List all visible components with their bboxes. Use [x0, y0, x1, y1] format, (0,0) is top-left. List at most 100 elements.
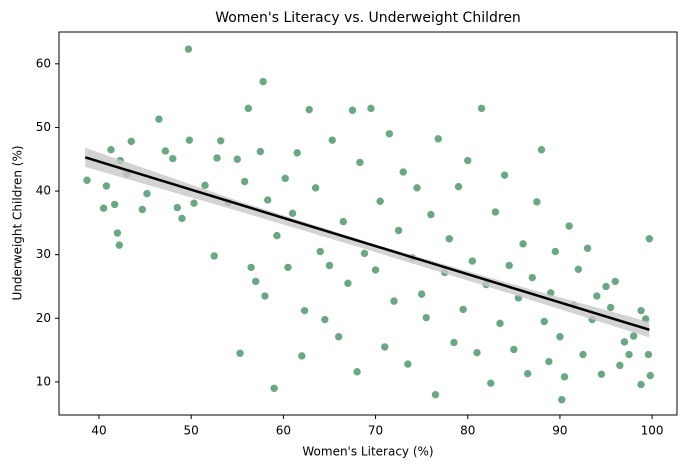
data-point [260, 291, 270, 301]
data-point [244, 104, 253, 113]
data-point [106, 145, 116, 154]
data-point [113, 228, 122, 238]
data-point [315, 247, 325, 256]
data-point [297, 351, 307, 361]
data-point [300, 306, 309, 315]
data-point [114, 240, 124, 250]
data-point [477, 104, 486, 113]
data-point [99, 203, 108, 213]
data-point [592, 291, 602, 301]
data-point [645, 234, 654, 244]
data-point [433, 134, 443, 144]
data-point [583, 244, 592, 253]
data-point [509, 345, 519, 354]
data-point [375, 196, 385, 206]
data-point [445, 234, 454, 244]
data-point [532, 197, 542, 207]
data-point [389, 296, 399, 306]
data-point [500, 170, 509, 180]
data-point [327, 135, 337, 145]
data-point [232, 154, 242, 164]
data-point [431, 390, 440, 399]
data-point [645, 371, 655, 380]
data-point [468, 256, 477, 266]
data-point [177, 214, 187, 223]
data-point [343, 279, 353, 288]
data-point [578, 350, 588, 359]
data-point [168, 154, 178, 163]
data-point [251, 277, 261, 286]
data-point [110, 200, 119, 209]
data-point [380, 342, 390, 352]
plot-frame [58, 31, 678, 416]
data-point [338, 217, 348, 226]
data-point [304, 105, 314, 114]
data-point [463, 156, 473, 165]
data-point [504, 261, 514, 270]
x-tick-label: 70 [368, 424, 383, 438]
data-point [636, 380, 646, 389]
data-point [486, 378, 496, 388]
data-point [154, 114, 164, 124]
data-point [126, 137, 136, 146]
x-tick-label: 80 [460, 424, 475, 438]
x-axis-label: Women's Literacy (%) [302, 445, 433, 459]
data-point [523, 369, 532, 378]
chart-title: Women's Literacy vs. Underweight Childre… [215, 10, 521, 26]
data-point [458, 305, 468, 314]
y-tick-label: 40 [36, 184, 51, 198]
data-point [325, 261, 334, 270]
y-tick-label: 10 [36, 374, 51, 388]
data-point [161, 146, 170, 156]
data-point [348, 105, 357, 115]
data-point [636, 306, 646, 315]
data-point [615, 361, 625, 370]
data-point [280, 174, 290, 183]
data-point [360, 249, 369, 258]
x-tick-label: 60 [276, 424, 291, 438]
data-point [334, 332, 343, 342]
data-point [288, 209, 297, 218]
data-point [394, 226, 403, 235]
data-point [366, 104, 376, 113]
data-point [454, 182, 463, 191]
y-tick-label: 50 [36, 120, 51, 134]
x-tick-label: 40 [91, 424, 106, 438]
data-point [355, 158, 365, 167]
data-point [491, 207, 500, 217]
data-point [272, 231, 282, 240]
data-point [269, 383, 279, 393]
y-tick-label: 20 [36, 311, 51, 325]
data-point [495, 319, 505, 328]
data-point [606, 303, 615, 312]
data-point [551, 247, 560, 256]
data-point [527, 273, 537, 282]
regression-line [84, 156, 650, 331]
data-point [209, 251, 219, 261]
data-point [421, 313, 431, 322]
data-point [449, 338, 459, 347]
data-point [472, 348, 482, 357]
data-point [102, 181, 111, 191]
data-point [620, 337, 629, 347]
data-point [292, 148, 302, 158]
data-point [184, 44, 193, 54]
data-point [426, 210, 436, 219]
data-point [537, 145, 546, 154]
data-point [544, 357, 554, 366]
data-point [624, 350, 634, 359]
data-point [258, 77, 268, 86]
data-point [352, 367, 362, 377]
data-point [601, 282, 611, 291]
data-point [385, 129, 394, 139]
data-point [311, 183, 320, 193]
data-point [256, 147, 265, 156]
x-tick-label: 100 [641, 424, 664, 438]
data-point [412, 183, 422, 193]
data-point [574, 265, 583, 274]
data-point [185, 135, 194, 145]
data-point [398, 167, 408, 177]
data-point [246, 263, 256, 272]
y-axis-label: Underweight Children (%) [11, 145, 25, 300]
data-point [212, 153, 222, 163]
